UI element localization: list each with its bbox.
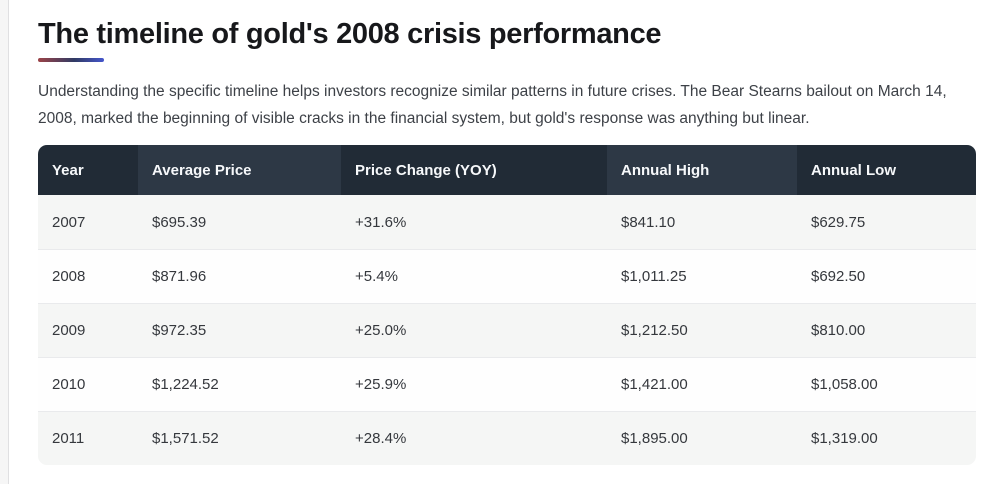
cell-price-change-yoy: +28.4% <box>341 411 607 465</box>
cell-annual-low: $692.50 <box>797 249 976 303</box>
table-header-row: Year Average Price Price Change (YOY) Annua… <box>38 145 976 195</box>
cell-annual-high: $1,212.50 <box>607 303 797 357</box>
table-body: 2007 $695.39 +31.6% $841.10 $629.75 2008 $871.… <box>38 195 976 465</box>
data-table: Year Average Price Price Change (YOY) Annua… <box>38 145 976 465</box>
column-header-annual-low: Annual Low <box>797 145 976 195</box>
column-header-average-price: Average Price <box>138 145 341 195</box>
cell-price-change-yoy: +5.4% <box>341 249 607 303</box>
cell-average-price: $871.96 <box>138 249 341 303</box>
cell-annual-low: $810.00 <box>797 303 976 357</box>
cell-average-price: $1,571.52 <box>138 411 341 465</box>
table-row-2010: 2010 $1,224.52 +25.9% $1,421.00 $1,058.00 <box>38 357 976 411</box>
cell-annual-high: $1,421.00 <box>607 357 797 411</box>
cell-annual-high: $1,011.25 <box>607 249 797 303</box>
cell-annual-high: $841.10 <box>621 213 676 231</box>
cell-year: 2007 <box>52 213 86 231</box>
cell-year: 2008 <box>38 249 138 303</box>
cell-price-change-yoy: +31.6% <box>355 213 407 231</box>
table-row-2007: 2007 $695.39 +31.6% $841.10 $629.75 <box>38 195 976 249</box>
table-row-2011: 2011 $1,571.52 +28.4% $1,895.00 $1,319.00 <box>38 411 976 465</box>
column-header-year: Year <box>38 145 138 195</box>
article-content: The timeline of gold's 2008 crisis perfo… <box>38 0 976 465</box>
table-row-2008: 2008 $871.96 +5.4% $1,011.25 $692.50 <box>38 249 976 303</box>
gold-price-history-table: Year Average Price Price Change (YOY) Annua… <box>38 145 976 465</box>
cell-year: 2010 <box>38 357 138 411</box>
page-title: The timeline of gold's 2008 crisis perfo… <box>38 18 662 50</box>
table-header: Year Average Price Price Change (YOY) Annua… <box>38 145 976 195</box>
cell-average-price: $972.35 <box>138 303 341 357</box>
table-row-2009: 2009 $972.35 +25.0% $1,212.50 $810.00 <box>38 303 976 357</box>
cell-year: 2009 <box>38 303 138 357</box>
cell-annual-low: $1,319.00 <box>797 411 976 465</box>
column-header-annual-high: Annual High <box>607 145 797 195</box>
cell-annual-high: $1,895.00 <box>607 411 797 465</box>
cell-price-change-yoy: +25.0% <box>341 303 607 357</box>
page-left-edge <box>0 0 9 484</box>
cell-average-price: $695.39 <box>152 213 207 231</box>
intro-paragraph: Understanding the specific timeline help… <box>38 83 947 127</box>
cell-price-change-yoy: +25.9% <box>341 357 607 411</box>
cell-annual-low: $629.75 <box>811 213 866 231</box>
cell-annual-low: $1,058.00 <box>797 357 976 411</box>
title-accent-underline <box>38 58 104 62</box>
cell-year: 2011 <box>38 411 138 465</box>
column-header-price-change-yoy: Price Change (YOY) <box>341 145 607 195</box>
cell-average-price: $1,224.52 <box>138 357 341 411</box>
